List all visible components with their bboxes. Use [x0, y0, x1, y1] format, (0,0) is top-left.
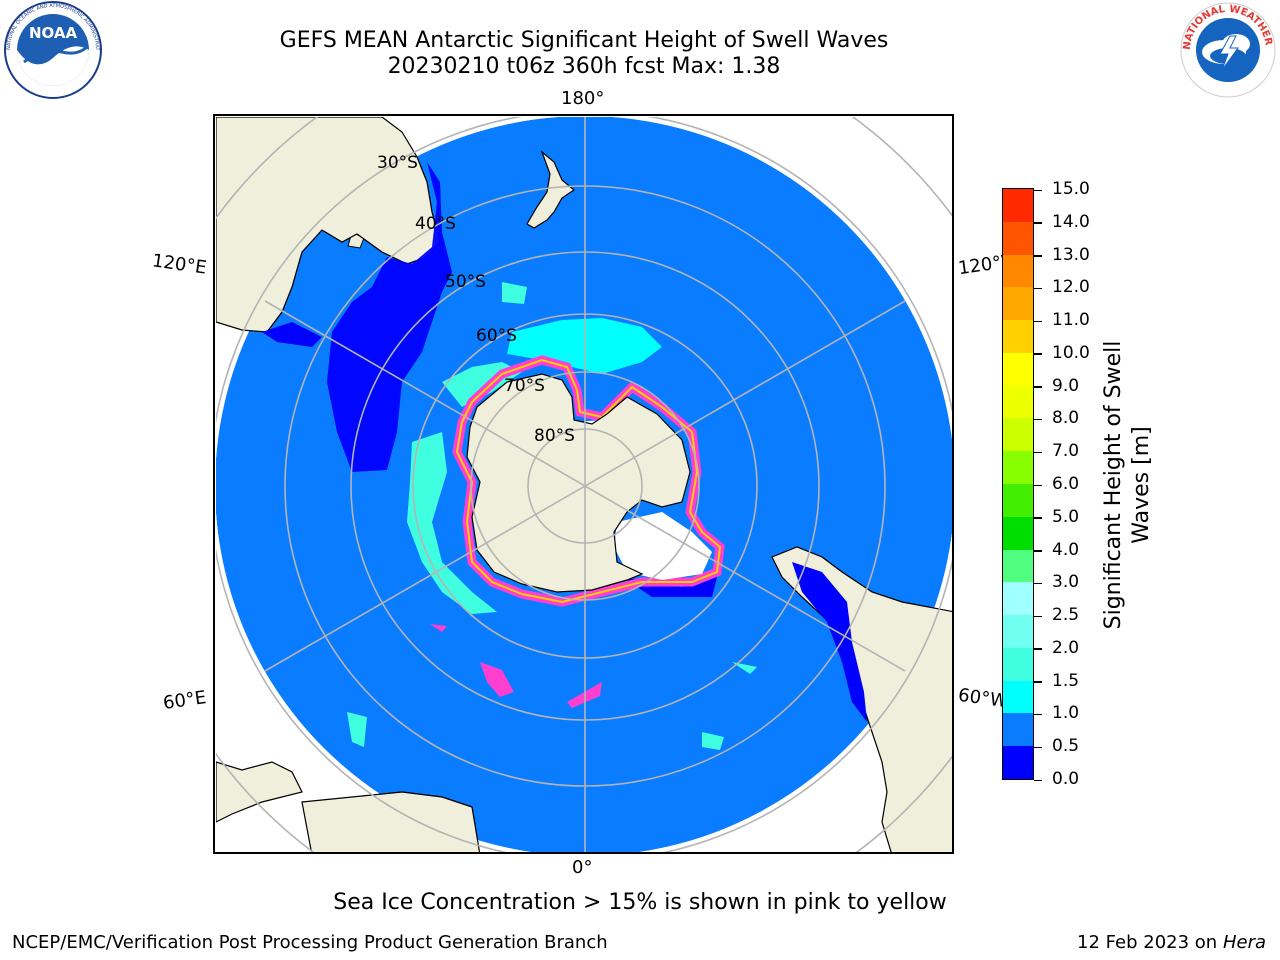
colorbar-segment: [1003, 647, 1033, 681]
colorbar-tick-label: 2.0: [1052, 637, 1080, 658]
colorbar-tick-label: 11.0: [1052, 310, 1090, 331]
colorbar-segment: [1003, 254, 1033, 288]
map-title: GEFS MEAN Antarctic Significant Height o…: [279, 28, 889, 53]
colorbar-tick-label: 13.0: [1052, 244, 1090, 265]
colorbar-tick-label: 10.0: [1052, 342, 1090, 363]
noaa-logo-text: NOAA: [29, 24, 78, 42]
colorbar-segment: [1003, 320, 1033, 353]
colorbar-segment: [1003, 713, 1033, 747]
nws-logo-icon: NATIONAL WEATHER SERVICE: [1178, 0, 1276, 98]
colorbar-tick-label: 3.0: [1052, 572, 1080, 593]
colorbar-tick-mark: [1034, 451, 1042, 454]
colorbar-segment: [1003, 516, 1033, 550]
colorbar-tick-label: 14.0: [1052, 211, 1090, 232]
colorbar-tick-mark: [1034, 484, 1042, 486]
colorbar-tick-label: 15.0: [1052, 179, 1090, 199]
colorbar-segment: [1003, 188, 1033, 222]
longitude-grid: [264, 117, 906, 852]
sea-ice-note: Sea Ice Concentration > 15% is shown in …: [333, 890, 947, 915]
sea-ice-weddell: [614, 512, 712, 580]
low-swell-region-west: [327, 162, 452, 472]
credit-date: 12 Feb 2023 on Hera: [1077, 932, 1266, 953]
colorbar-segment: [1003, 352, 1033, 386]
colorbar-segment: [1003, 385, 1033, 419]
colorbar-tick-label: 5.0: [1052, 506, 1080, 527]
colorbar-tick-mark: [1034, 189, 1042, 191]
colorbar-segment: [1003, 582, 1033, 616]
colorbar-tick-mark: [1034, 418, 1042, 421]
lon-label-180: 180°: [561, 88, 605, 109]
polar-map-svg: [216, 117, 952, 852]
colorbar-tick-label: 8.0: [1052, 408, 1080, 429]
colorbar-segment: [1003, 287, 1033, 321]
colorbar-segment: [1003, 549, 1033, 583]
map-subtitle: 20230210 t06z 360h fcst Max: 1.38: [387, 54, 781, 79]
colorbar-tick-mark: [1034, 779, 1042, 781]
colorbar-segment: [1003, 746, 1033, 779]
colorbar-segment: [1003, 483, 1033, 517]
colorbar-tick-mark: [1034, 255, 1042, 257]
colorbar-segment: [1003, 221, 1033, 255]
colorbar-tick-mark: [1034, 681, 1042, 683]
lon-label-0: 0°: [572, 857, 593, 878]
colorbar-tick-mark: [1034, 517, 1042, 519]
colorbar-tick-mark: [1034, 222, 1042, 224]
colorbar-tick-label: 12.0: [1052, 277, 1090, 298]
colorbar-tick-mark: [1034, 582, 1042, 585]
colorbar-tick-label: 9.0: [1052, 375, 1080, 396]
lon-label-60e: 60°E: [161, 687, 208, 714]
colorbar-tick-mark: [1034, 746, 1042, 749]
colorbar-segment: [1003, 418, 1033, 452]
colorbar-tick-mark: [1034, 386, 1042, 388]
credit-branch: NCEP/EMC/Verification Post Processing Pr…: [12, 932, 608, 953]
colorbar-label: Significant Height of Swell Waves [m]: [1101, 340, 1154, 630]
colorbar-segment: [1003, 451, 1033, 484]
colorbar-tick-label: 1.5: [1052, 670, 1080, 691]
lat-label-50s: 50°S: [445, 272, 486, 292]
lat-label-80s: 80°S: [534, 426, 575, 446]
colorbar-tick-label: 1.0: [1052, 703, 1080, 724]
colorbar-tick-mark: [1034, 615, 1042, 618]
lon-label-120e: 120°E: [150, 250, 208, 279]
colorbar-tick-mark: [1034, 550, 1042, 552]
lat-label-30s: 30°S: [377, 153, 418, 173]
noaa-logo-icon: NOAA NATIONAL OCEANIC AND ATMOSPHERIC AD…: [2, 0, 102, 99]
colorbar-tick-mark: [1034, 287, 1042, 290]
colorbar-tick-label: 2.5: [1052, 605, 1080, 626]
colorbar: [1002, 188, 1034, 780]
colorbar-tick-label: 0.5: [1052, 736, 1080, 757]
colorbar-tick-label: 4.0: [1052, 539, 1080, 560]
colorbar-tick-mark: [1034, 713, 1042, 716]
low-swell-region-east: [792, 562, 867, 722]
lat-label-60s: 60°S: [476, 326, 517, 346]
new-zealand-land: [526, 150, 576, 229]
lat-label-40s: 40°S: [415, 214, 456, 234]
lat-label-70s: 70°S: [504, 376, 545, 396]
polar-map[interactable]: 30°S 40°S 50°S 60°S 70°S 80°S: [213, 114, 954, 854]
colorbar-tick-mark: [1034, 320, 1042, 323]
colorbar-segment: [1003, 615, 1033, 648]
colorbar-segment: [1003, 680, 1033, 714]
colorbar-tick-label: 0.0: [1052, 769, 1080, 789]
colorbar-tick-mark: [1034, 648, 1042, 650]
colorbar-tick-mark: [1034, 353, 1042, 355]
colorbar-tick-label: 7.0: [1052, 441, 1080, 462]
swell-patch-west: [407, 432, 497, 614]
colorbar-tick-label: 6.0: [1052, 474, 1080, 494]
